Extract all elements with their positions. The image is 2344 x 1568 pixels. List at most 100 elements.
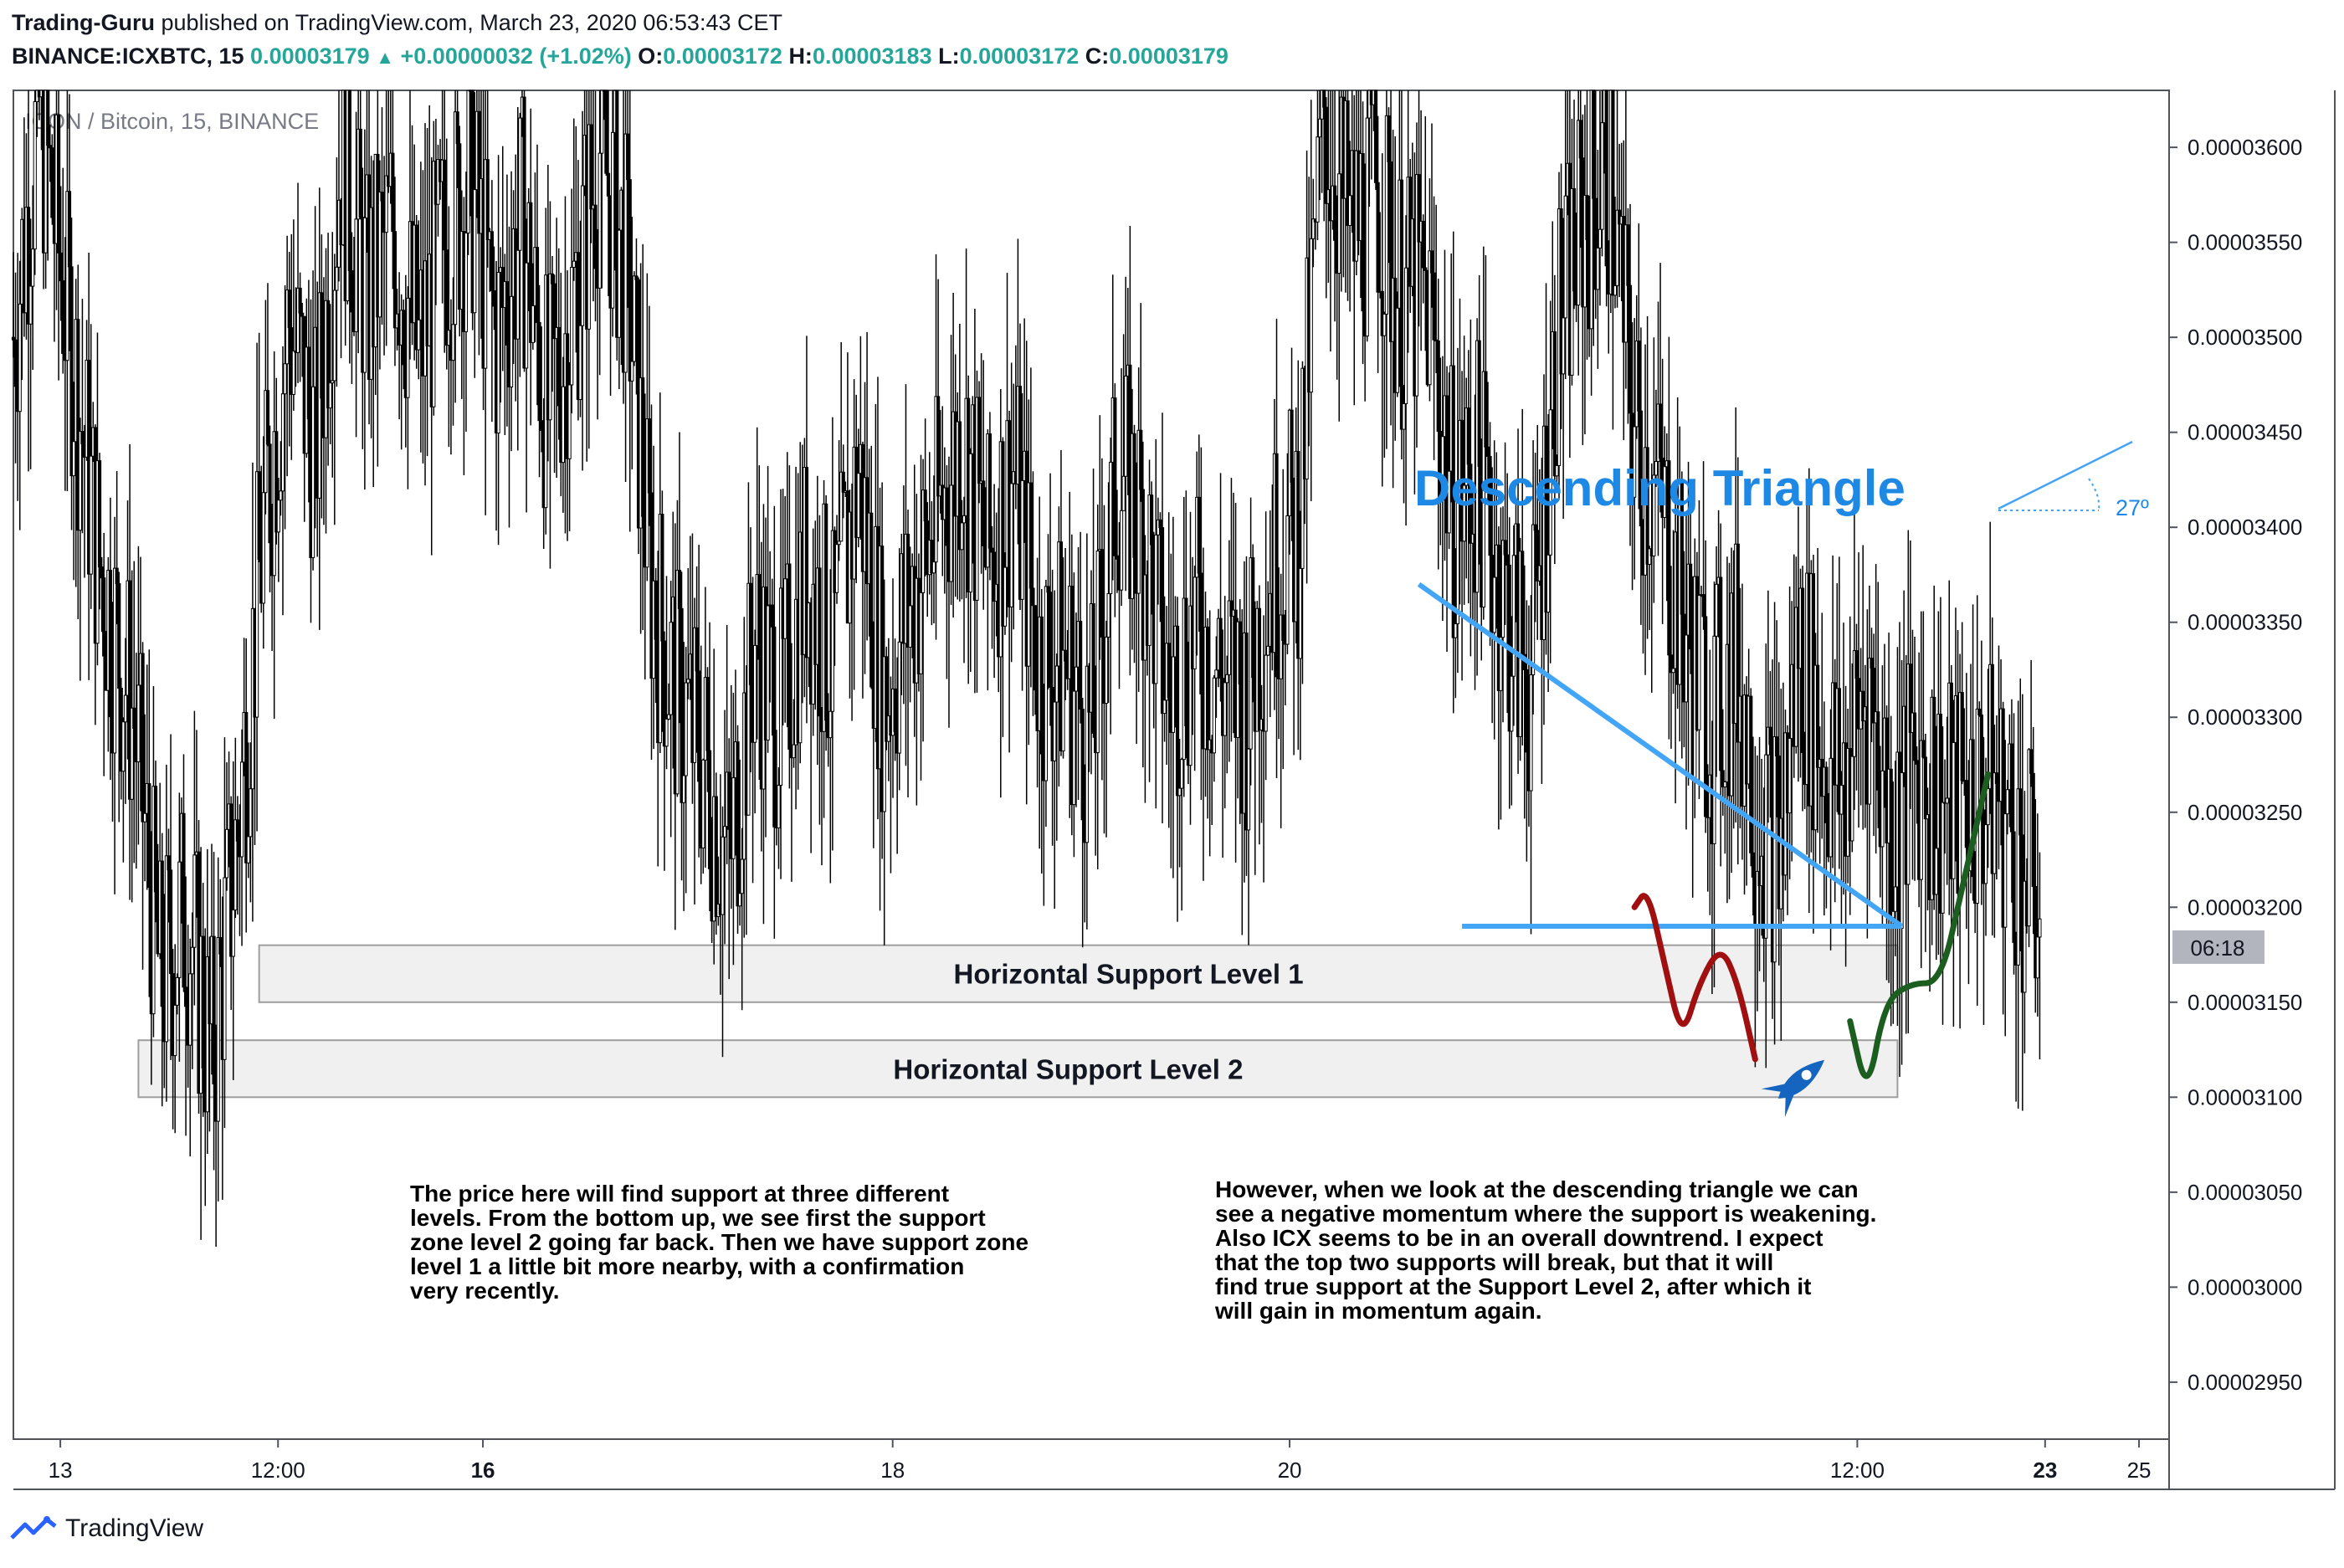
candle <box>1839 771 1844 926</box>
candle <box>458 126 462 337</box>
candle <box>1180 757 1184 911</box>
candle <box>11 252 16 358</box>
candle-body <box>1990 664 1994 874</box>
candle <box>455 90 459 189</box>
candle <box>1348 141 1352 312</box>
candle <box>1777 662 1781 966</box>
candle <box>1124 276 1128 592</box>
candle-body <box>1589 90 1593 330</box>
candle <box>1091 468 1095 738</box>
candle <box>1990 617 1994 935</box>
candle-body <box>1921 740 1926 758</box>
candle <box>684 646 688 894</box>
symbol-label[interactable]: BINANCE:ICXBTC, 15 <box>12 44 244 69</box>
candle <box>279 441 283 516</box>
candle <box>960 500 964 600</box>
candle <box>580 110 585 471</box>
candle-body <box>1382 313 1387 336</box>
candle-body <box>1039 616 1044 755</box>
candle-body <box>1454 623 1458 638</box>
candle-body <box>1628 284 1633 414</box>
candle <box>1177 739 1182 868</box>
bearish-projection-path[interactable] <box>1631 893 1758 1063</box>
price-tag-box <box>2172 930 2264 964</box>
candle-body <box>1600 122 1604 230</box>
candle-body <box>1279 614 1283 679</box>
candle <box>1469 319 1473 657</box>
candle <box>1533 453 1537 623</box>
candle-body <box>1365 117 1369 337</box>
time-axis[interactable]: 13 12:00 16 18 20 12:00 23 25 <box>49 1439 2152 1483</box>
candle <box>1876 582 1880 828</box>
candle <box>1402 384 1406 504</box>
candle-body <box>1218 617 1223 679</box>
candles[interactable] <box>11 90 2042 1248</box>
candle-body <box>1048 592 1053 688</box>
price-axis[interactable]: 0.00003600 0.00003550 0.00003500 0.00003450… <box>2169 135 2302 1395</box>
candle-body <box>1712 635 1716 844</box>
candle <box>945 465 949 679</box>
candle-body <box>841 471 845 493</box>
candle-body <box>320 292 324 399</box>
candle <box>1604 90 1608 307</box>
candle-body <box>714 796 718 917</box>
candle-body <box>1337 173 1341 274</box>
candle-body <box>1837 688 1841 815</box>
candle-body <box>380 192 384 202</box>
candle <box>1680 471 1684 759</box>
candle <box>1447 372 1451 550</box>
candle-body <box>1028 482 1033 589</box>
candle-body <box>182 812 186 988</box>
candle <box>61 167 65 374</box>
candle-body <box>1298 567 1302 659</box>
candle <box>606 90 611 296</box>
candle <box>283 284 287 530</box>
candle-body <box>1451 365 1455 638</box>
candle <box>168 734 173 1060</box>
bullish-projection-path[interactable] <box>1847 771 1992 1079</box>
candle-body <box>59 252 63 282</box>
triangle-resistance-line[interactable] <box>1417 582 1904 929</box>
candle <box>664 576 669 770</box>
candle-body <box>1964 780 1968 848</box>
candle-body <box>664 718 669 747</box>
candle-body <box>1684 634 1689 703</box>
candle <box>722 710 727 945</box>
candle <box>2038 852 2042 1060</box>
candle <box>13 272 18 464</box>
candle-body <box>1521 551 1525 655</box>
candle-body <box>326 300 331 409</box>
candle-body <box>1775 736 1779 757</box>
candle-body <box>490 231 494 292</box>
candle-body <box>662 640 667 747</box>
candle <box>326 233 331 466</box>
candle <box>522 90 526 372</box>
candle-body <box>257 471 261 560</box>
support-zone-1[interactable] <box>258 944 1899 1003</box>
candle-body <box>561 386 565 464</box>
candle-body <box>893 688 897 733</box>
candle <box>1376 115 1380 373</box>
candle-body <box>484 159 488 369</box>
candle <box>1275 318 1279 778</box>
candle-body <box>1667 460 1671 656</box>
candle-body <box>1721 770 1725 788</box>
publisher-name[interactable]: Trading-Guru <box>12 10 155 35</box>
candle <box>1768 670 1772 818</box>
candle <box>332 254 336 525</box>
support-zone-2[interactable] <box>137 1039 1899 1099</box>
time-tick-label: 25 <box>2127 1458 2152 1483</box>
candle-body <box>522 96 526 369</box>
candle-body <box>1167 643 1171 699</box>
candle <box>89 324 93 609</box>
candle-body <box>787 563 792 750</box>
candle <box>753 629 757 814</box>
candle-body <box>766 605 770 741</box>
tradingview-logo[interactable]: TradingView <box>8 1514 203 1543</box>
candle <box>707 622 712 912</box>
candle-body <box>1794 607 1798 747</box>
candle <box>632 271 636 366</box>
candle-body <box>384 175 388 233</box>
candle <box>1736 457 1740 865</box>
